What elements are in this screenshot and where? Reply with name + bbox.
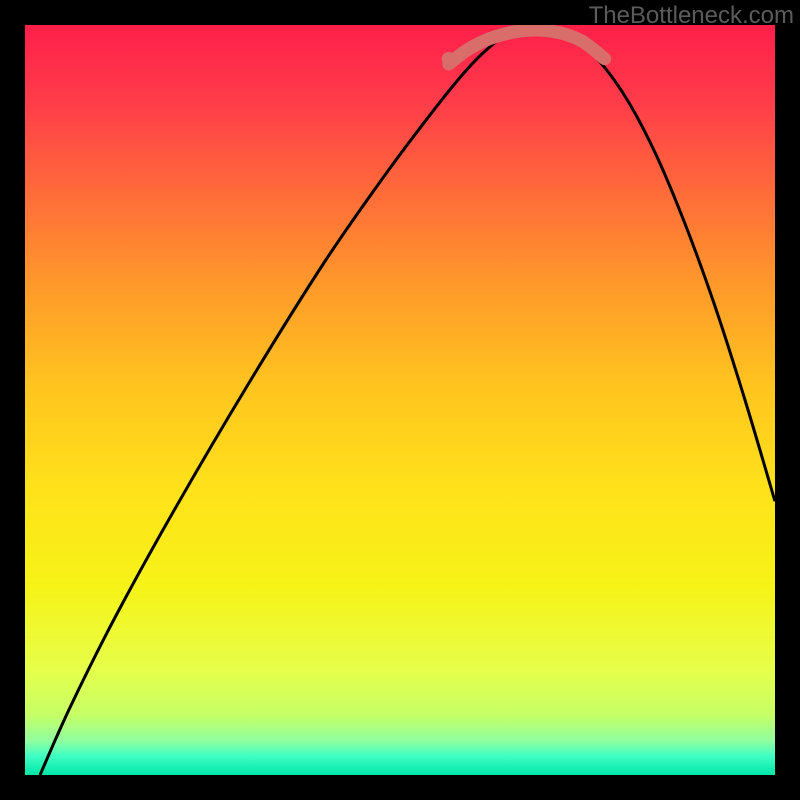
- optimal-marker-dot: [442, 52, 456, 66]
- chart-stage: TheBottleneck.com: [0, 0, 800, 800]
- chart-background: [25, 25, 775, 775]
- chart-svg: [0, 0, 800, 800]
